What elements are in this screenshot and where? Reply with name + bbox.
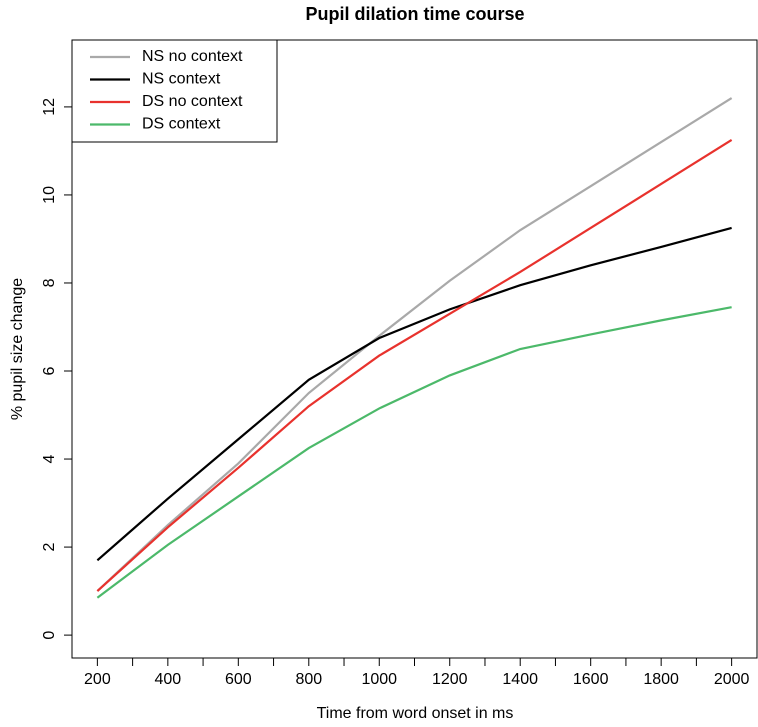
y-tick-label: 2 — [41, 543, 58, 552]
y-tick-label: 4 — [41, 454, 58, 463]
x-tick-label: 800 — [295, 671, 322, 688]
y-axis-label: % pupil size change — [9, 278, 26, 420]
legend-label: DS context — [142, 116, 221, 133]
x-tick-label: 400 — [154, 671, 181, 688]
legend-label: NS no context — [142, 48, 243, 65]
legend-label: NS context — [142, 71, 221, 88]
chart-title: Pupil dilation time course — [305, 4, 524, 24]
y-tick-label: 6 — [41, 366, 58, 375]
series-line — [96, 306, 732, 599]
y-tick-label: 10 — [41, 186, 58, 204]
x-tick-label: 1800 — [643, 671, 679, 688]
y-tick-label: 0 — [41, 631, 58, 640]
y-tick-label: 12 — [41, 98, 58, 116]
x-tick-label: 1600 — [573, 671, 609, 688]
x-tick-label: 600 — [225, 671, 252, 688]
series-line — [96, 97, 733, 592]
x-tick-label: 1400 — [502, 671, 538, 688]
x-tick-label: 200 — [84, 671, 111, 688]
x-tick-label: 2000 — [714, 671, 750, 688]
series-line — [96, 138, 733, 592]
x-tick-label: 1000 — [361, 671, 397, 688]
x-axis-label: Time from word onset in ms — [317, 705, 514, 722]
legend-label: DS no context — [142, 93, 243, 110]
x-tick-label: 1200 — [432, 671, 468, 688]
y-tick-label: 8 — [41, 278, 58, 287]
series-line — [96, 226, 732, 562]
